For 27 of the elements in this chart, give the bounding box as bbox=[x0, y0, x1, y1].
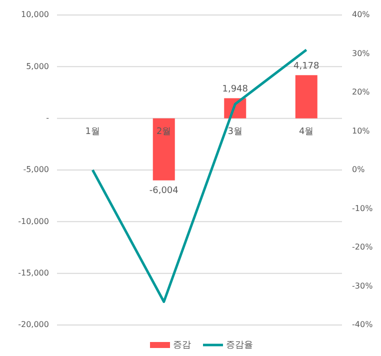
y-tick-label: 10,000 bbox=[21, 10, 49, 20]
y2-tick-label: 10% bbox=[352, 126, 370, 136]
y-tick-label: -10,000 bbox=[18, 216, 49, 226]
x-tick-label: 3월 bbox=[228, 126, 242, 137]
y2-tick-label: -40% bbox=[352, 320, 374, 330]
y-tick-label: -15,000 bbox=[18, 268, 49, 278]
bar bbox=[295, 75, 318, 118]
y2-tick-label: 20% bbox=[352, 88, 370, 97]
legend-label: 증감 bbox=[173, 340, 191, 350]
legend-label: 증감율 bbox=[226, 340, 253, 350]
data-label: -6,004 bbox=[149, 186, 179, 196]
x-tick-label: 4월 bbox=[299, 126, 314, 137]
y-tick-label: -5,000 bbox=[23, 165, 49, 174]
y-tick-label: -20,000 bbox=[18, 320, 49, 330]
y-tick-label: - bbox=[46, 114, 50, 123]
y-tick-label: 5,000 bbox=[26, 62, 49, 71]
x-tick-label: 2월 bbox=[156, 126, 172, 137]
y2-tick-label: 40% bbox=[352, 10, 370, 20]
bar bbox=[152, 118, 175, 180]
y2-tick-label: -30% bbox=[352, 281, 374, 290]
y2-tick-label: -20% bbox=[352, 242, 374, 252]
y2-tick-label: -10% bbox=[352, 204, 374, 213]
y2-tick-label: 30% bbox=[352, 48, 370, 58]
x-tick-label: 1월 bbox=[85, 126, 100, 137]
y2-tick-label: 0% bbox=[352, 165, 366, 174]
data-label: 4,178 bbox=[293, 62, 320, 72]
data-label: 1,948 bbox=[222, 84, 248, 95]
